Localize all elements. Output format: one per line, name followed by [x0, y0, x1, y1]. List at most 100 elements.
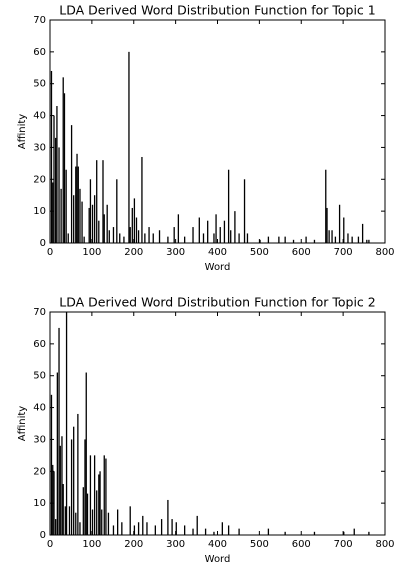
bar [133, 525, 136, 535]
bar [148, 227, 150, 243]
bar [137, 522, 140, 535]
bar [77, 166, 79, 243]
bar [89, 455, 92, 535]
x-axis-label: Word [205, 554, 231, 565]
bar [123, 236, 125, 243]
bar [59, 445, 61, 535]
x-tick-label: 100 [82, 247, 101, 258]
x-tick-label: 600 [292, 539, 311, 550]
bar [131, 207, 133, 243]
bar [313, 531, 316, 535]
bar [135, 217, 138, 243]
bar [334, 236, 337, 243]
bar [366, 239, 368, 243]
bar [119, 233, 121, 243]
bar [70, 125, 73, 243]
y-axis-label: Affinity [17, 406, 28, 442]
bar [55, 137, 57, 243]
y-tick-label: 40 [33, 403, 46, 414]
bar [259, 239, 261, 243]
bar [158, 230, 161, 243]
bar [73, 195, 75, 243]
bar [99, 471, 101, 535]
bar [343, 217, 345, 243]
bar [106, 204, 108, 243]
bar [213, 531, 215, 535]
bar [112, 525, 115, 535]
bar [129, 506, 131, 535]
bar [284, 531, 286, 535]
bar [142, 515, 144, 535]
bar [96, 160, 98, 243]
y-tick-label: 60 [33, 339, 46, 350]
bar [137, 230, 140, 243]
bar [60, 188, 62, 243]
bar [177, 214, 180, 243]
bar [227, 169, 230, 243]
bar [58, 147, 60, 243]
bar [77, 413, 79, 535]
bar [93, 195, 96, 243]
x-tick-label: 200 [124, 247, 143, 258]
x-axis-label: Word [205, 262, 231, 273]
bar [347, 233, 349, 243]
y-tick-label: 20 [33, 466, 46, 477]
bar [357, 236, 360, 243]
bar [121, 522, 123, 535]
bar [62, 77, 64, 243]
bar [103, 214, 105, 243]
bar [361, 223, 364, 243]
bar [192, 227, 194, 243]
x-tick-label: 100 [82, 539, 101, 550]
bar [96, 490, 98, 535]
bar [98, 474, 100, 535]
chart: LDA Derived Word Distribution Function f… [17, 295, 395, 566]
bar [88, 207, 90, 243]
bar [198, 217, 200, 243]
bar [129, 227, 131, 243]
bar [91, 509, 94, 535]
bar [238, 233, 240, 243]
y-tick-label: 70 [33, 15, 46, 26]
bar [56, 106, 58, 243]
bar [144, 233, 146, 243]
bar [154, 525, 156, 535]
bar [204, 528, 207, 535]
chart: LDA Derived Word Distribution Function f… [17, 3, 395, 274]
bar [107, 512, 110, 535]
bar [292, 239, 295, 243]
bar [331, 230, 333, 243]
bar [146, 522, 148, 535]
y-tick-label: 20 [33, 174, 46, 185]
bar [79, 522, 81, 535]
bar [196, 515, 198, 535]
bar [326, 207, 328, 243]
bar [103, 455, 105, 535]
bar [230, 230, 232, 243]
bar [56, 372, 58, 535]
y-tick-label: 50 [33, 79, 46, 90]
bar [116, 179, 118, 243]
y-tick-label: 0 [40, 238, 46, 249]
x-tick-label: 300 [166, 247, 185, 258]
bar [75, 512, 77, 535]
bar [284, 236, 286, 243]
bar [171, 519, 173, 535]
bar [117, 509, 119, 535]
bar [192, 528, 194, 535]
bar [105, 458, 107, 535]
bar [152, 233, 154, 243]
bar [61, 436, 63, 535]
y-tick-label: 10 [33, 206, 46, 217]
bar [73, 426, 75, 535]
bar [353, 528, 355, 535]
bar [343, 531, 345, 535]
x-tick-label: 700 [334, 247, 353, 258]
bar [128, 51, 130, 243]
bar [215, 214, 217, 243]
bar [55, 519, 57, 535]
bar [62, 484, 64, 535]
y-tick-label: 50 [33, 371, 46, 382]
bar [223, 220, 226, 243]
